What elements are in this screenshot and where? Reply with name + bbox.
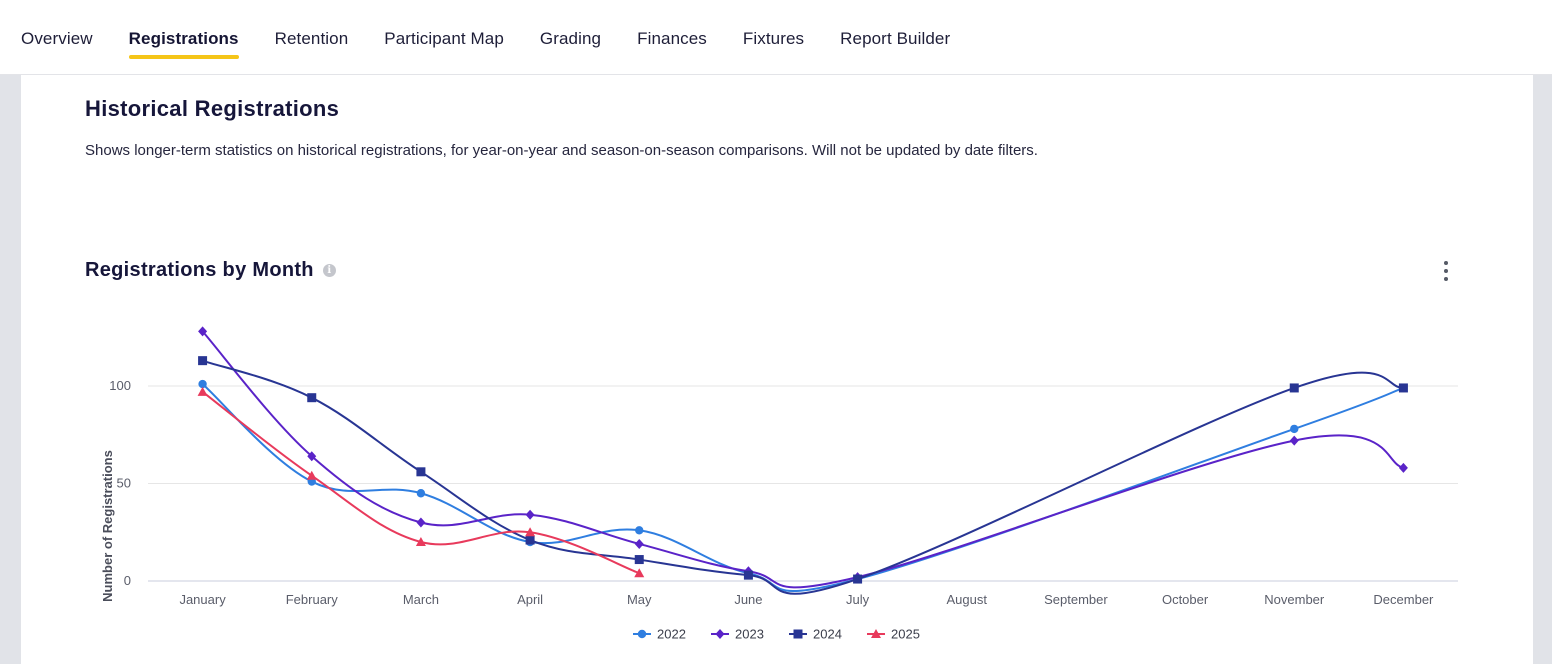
legend-item-2023[interactable]: 2023 bbox=[711, 627, 764, 642]
tab-participant-map[interactable]: Participant Map bbox=[384, 29, 504, 48]
x-tick-label: October bbox=[1162, 592, 1209, 607]
data-point-2022 bbox=[1290, 424, 1299, 434]
data-point-2023 bbox=[634, 538, 644, 549]
legend-label: 2024 bbox=[813, 627, 842, 642]
legend-marker-2023 bbox=[715, 629, 725, 639]
legend-label: 2022 bbox=[657, 627, 686, 642]
series-line-2023 bbox=[201, 330, 1404, 589]
data-point-2025 bbox=[525, 527, 536, 537]
tab-registrations[interactable]: Registrations bbox=[128, 29, 239, 59]
data-point-2023 bbox=[416, 517, 426, 528]
info-icon[interactable]: i bbox=[322, 264, 336, 277]
data-point-2025 bbox=[306, 470, 317, 480]
tab-overview[interactable]: Overview bbox=[21, 29, 93, 48]
x-tick-label: February bbox=[286, 592, 339, 607]
chart-title: Registrations by Month bbox=[85, 259, 314, 281]
series-line-2024 bbox=[202, 359, 1404, 595]
legend-item-2025[interactable]: 2025 bbox=[867, 627, 920, 642]
y-axis-label: Number of Registrations bbox=[100, 450, 115, 602]
x-tick-label: November bbox=[1264, 592, 1325, 607]
y-tick-label: 100 bbox=[109, 378, 131, 393]
data-point-2024 bbox=[853, 574, 863, 584]
data-point-2023 bbox=[1289, 435, 1299, 446]
data-point-2025 bbox=[634, 568, 645, 578]
legend-item-2022[interactable]: 2022 bbox=[633, 627, 686, 642]
x-tick-label: May bbox=[627, 592, 652, 607]
y-tick-label: 50 bbox=[117, 476, 131, 491]
data-point-2024 bbox=[1289, 383, 1299, 393]
x-tick-label: August bbox=[947, 592, 988, 607]
y-tick-label: 0 bbox=[124, 573, 131, 588]
legend-marker-2025 bbox=[871, 629, 881, 638]
more-vertical-icon[interactable] bbox=[1439, 261, 1453, 281]
legend-marker-2022 bbox=[637, 629, 647, 639]
x-tick-label: September bbox=[1044, 592, 1108, 607]
data-point-2023 bbox=[525, 509, 535, 520]
chart-header: Registrations by Month i bbox=[85, 259, 336, 282]
data-point-2024 bbox=[198, 356, 208, 366]
data-point-2024 bbox=[1398, 383, 1408, 393]
data-point-2024 bbox=[307, 393, 317, 403]
data-point-2025 bbox=[415, 537, 426, 546]
content-card: Historical Registrations Shows longer-te… bbox=[21, 75, 1533, 664]
data-point-2022 bbox=[635, 526, 644, 535]
tab-report-builder[interactable]: Report Builder bbox=[840, 29, 951, 48]
data-point-2024 bbox=[416, 467, 426, 477]
tab-bar: Overview Registrations Retention Partici… bbox=[21, 29, 951, 59]
legend-item-2024[interactable]: 2024 bbox=[789, 627, 842, 642]
x-tick-label: January bbox=[179, 592, 226, 607]
data-point-2022 bbox=[416, 489, 426, 498]
tab-fixtures[interactable]: Fixtures bbox=[742, 29, 805, 48]
top-navigation: Overview Registrations Retention Partici… bbox=[0, 0, 1552, 75]
data-point-2024 bbox=[743, 570, 753, 580]
registrations-chart: 0 50 100 January February March April May June Ju… bbox=[100, 326, 1458, 642]
section-description: Shows longer-term statistics on historic… bbox=[85, 142, 1038, 159]
section-title: Historical Registrations bbox=[85, 96, 340, 121]
x-tick-label: March bbox=[403, 592, 439, 607]
series-line-2022 bbox=[201, 383, 1404, 593]
data-point-2023 bbox=[307, 451, 317, 462]
data-point-2023 bbox=[1398, 462, 1408, 473]
tab-finances[interactable]: Finances bbox=[637, 29, 707, 48]
x-tick-label: June bbox=[734, 592, 762, 607]
tab-grading[interactable]: Grading bbox=[539, 29, 602, 48]
legend-label: 2025 bbox=[891, 627, 920, 642]
legend-label: 2023 bbox=[735, 627, 764, 642]
x-tick-label: July bbox=[846, 592, 870, 607]
data-point-2025 bbox=[197, 386, 208, 396]
data-point-2022 bbox=[198, 379, 207, 389]
x-tick-label: December bbox=[1373, 592, 1434, 607]
data-point-2024 bbox=[525, 535, 535, 545]
data-point-2024 bbox=[634, 555, 644, 565]
legend-marker-2024 bbox=[793, 629, 803, 639]
x-tick-label: April bbox=[517, 592, 543, 607]
tab-retention[interactable]: Retention bbox=[274, 29, 349, 48]
data-point-2023 bbox=[198, 326, 208, 337]
